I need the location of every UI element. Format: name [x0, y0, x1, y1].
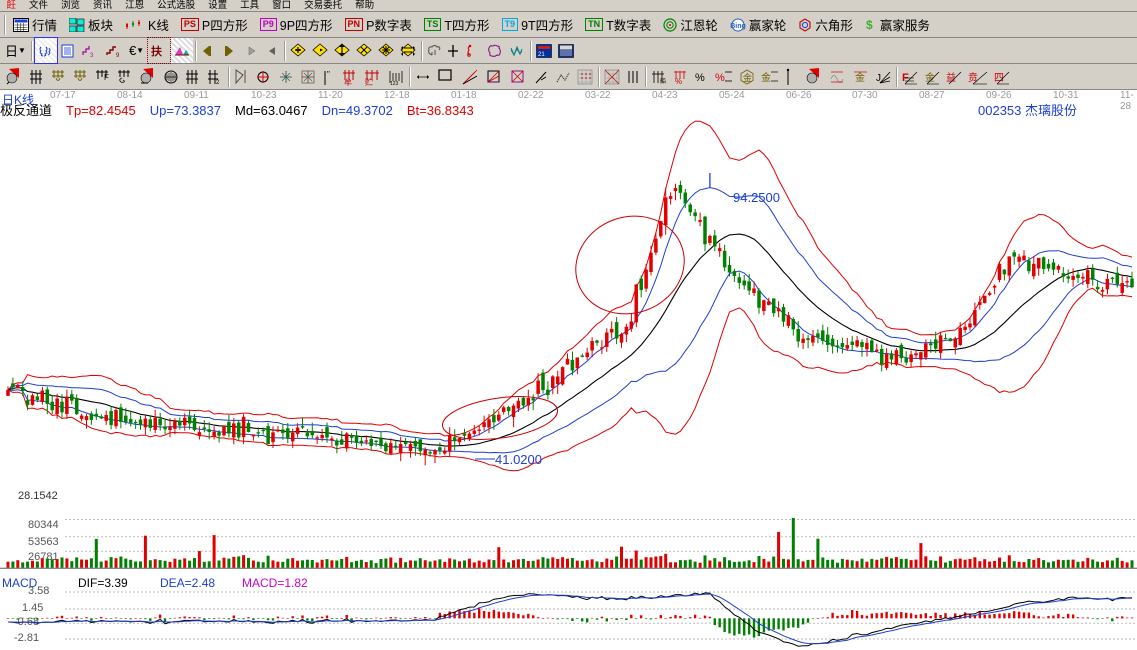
svg-text:3: 3 — [90, 53, 94, 58]
svg-text:%: % — [715, 72, 725, 84]
svg-text:船: 船 — [660, 77, 666, 85]
svg-text:41.0200: 41.0200 — [495, 452, 542, 467]
svg-text:F: F — [104, 73, 109, 82]
svg-text:金: 金 — [855, 71, 865, 84]
svg-text:金: 金 — [743, 72, 752, 83]
svg-text:%: % — [695, 72, 705, 84]
svg-text:扶: 扶 — [151, 44, 163, 58]
svg-text:牟: 牟 — [344, 77, 352, 86]
svg-text:": " — [327, 70, 330, 79]
svg-text:$: $ — [866, 18, 873, 32]
svg-text:贲: 贲 — [968, 72, 978, 84]
svg-text:Bing: Bing — [730, 23, 746, 30]
svg-text:94.2500: 94.2500 — [733, 190, 780, 205]
svg-text:21: 21 — [538, 52, 545, 58]
svg-text:金: 金 — [761, 71, 771, 84]
svg-text:%: % — [675, 77, 682, 85]
svg-text:贮: 贮 — [365, 77, 373, 86]
svg-text:2: 2 — [216, 80, 220, 86]
svg-text:123: 123 — [390, 81, 399, 85]
svg-text:9: 9 — [116, 53, 120, 58]
